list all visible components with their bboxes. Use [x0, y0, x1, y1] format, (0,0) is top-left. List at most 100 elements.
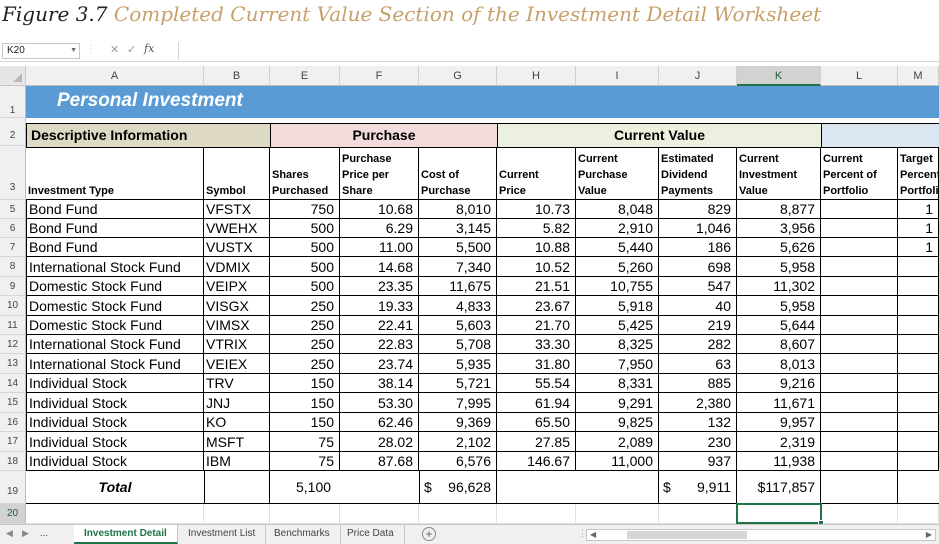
cell-cur-price[interactable]: 33.30: [497, 335, 576, 354]
cell-h20[interactable]: [497, 504, 576, 524]
cell-type[interactable]: Domestic Stock Fund: [26, 277, 204, 296]
cell-cur-price[interactable]: 21.70: [497, 316, 576, 335]
select-all-button[interactable]: [0, 66, 26, 86]
active-cell-k20[interactable]: [736, 503, 824, 526]
cell-cur-purchase[interactable]: 9,825: [576, 413, 659, 432]
name-box[interactable]: K20 ▼: [2, 43, 80, 59]
column-header-k[interactable]: K: [737, 66, 821, 86]
cell-symbol[interactable]: JNJ: [204, 393, 270, 413]
cell-target[interactable]: [898, 335, 939, 354]
cell-cost[interactable]: 8,010: [419, 200, 497, 219]
cell-cur-value[interactable]: 11,302: [737, 277, 821, 296]
cell-pct[interactable]: [821, 452, 898, 471]
cell-a20[interactable]: [26, 504, 204, 524]
cell-b20[interactable]: [204, 504, 270, 524]
cell-symbol[interactable]: TRV: [204, 374, 270, 393]
cell-symbol[interactable]: VDMIX: [204, 257, 270, 277]
cell-cur-price[interactable]: 146.67: [497, 452, 576, 471]
cell-cost[interactable]: 5,935: [419, 354, 497, 374]
cell-cost[interactable]: 5,500: [419, 238, 497, 257]
row-header-3[interactable]: 3: [0, 146, 26, 200]
cell-pct[interactable]: [821, 413, 898, 432]
column-header-f[interactable]: F: [340, 66, 419, 86]
group-header-portfolio[interactable]: [821, 123, 939, 148]
cell-target[interactable]: [898, 393, 939, 413]
cell-cur-value[interactable]: 5,958: [737, 257, 821, 277]
cell-shares[interactable]: 250: [270, 316, 340, 335]
cell-cur-value[interactable]: 2,319: [737, 432, 821, 452]
cell-symbol[interactable]: VFSTX: [204, 200, 270, 219]
row-header-6[interactable]: 6: [0, 219, 26, 238]
cell-type[interactable]: Domestic Stock Fund: [26, 316, 204, 335]
total-symbol-cell[interactable]: [204, 471, 270, 504]
cell-shares[interactable]: 500: [270, 238, 340, 257]
cell-target[interactable]: 1: [898, 200, 939, 219]
total-dividend[interactable]: $ 9,911: [659, 471, 737, 504]
cell-target[interactable]: 1: [898, 219, 939, 238]
cell-cur-purchase[interactable]: 5,260: [576, 257, 659, 277]
cell-pct[interactable]: [821, 335, 898, 354]
scroll-left-icon[interactable]: ◀: [590, 530, 597, 539]
group-header-purchase[interactable]: Purchase: [270, 123, 497, 148]
formula-input[interactable]: [178, 42, 937, 60]
cell-price[interactable]: 22.41: [340, 316, 419, 335]
cell-cur-value[interactable]: 8,607: [737, 335, 821, 354]
cell-symbol[interactable]: VIMSX: [204, 316, 270, 335]
cell-cur-purchase[interactable]: 8,331: [576, 374, 659, 393]
header-investment-type[interactable]: Investment Type: [26, 148, 204, 200]
cell-shares[interactable]: 250: [270, 354, 340, 374]
chevron-down-icon[interactable]: ▼: [70, 47, 77, 54]
cell-dividend[interactable]: 219: [659, 316, 737, 335]
row-header-16[interactable]: 16: [0, 413, 26, 432]
cell-i20[interactable]: [576, 504, 659, 524]
cell-cur-price[interactable]: 5.82: [497, 219, 576, 238]
cell-cur-price[interactable]: 21.51: [497, 277, 576, 296]
cell-dividend[interactable]: 885: [659, 374, 737, 393]
row-header-5[interactable]: 5: [0, 200, 26, 219]
row-header-20[interactable]: 20: [0, 504, 26, 524]
tab-investment-list[interactable]: Investment List: [178, 525, 267, 544]
tab-scroll-right-icon[interactable]: ▶: [22, 528, 29, 538]
cell-cur-value[interactable]: 11,938: [737, 452, 821, 471]
cell-cur-price[interactable]: 27.85: [497, 432, 576, 452]
cell-pct[interactable]: [821, 354, 898, 374]
header-target-percent[interactable]: Target Percent Portfolio: [898, 148, 939, 200]
cell-cur-purchase[interactable]: 8,325: [576, 335, 659, 354]
cell-type[interactable]: Bond Fund: [26, 238, 204, 257]
cell-cur-value[interactable]: 11,671: [737, 393, 821, 413]
cell-cur-purchase[interactable]: 5,440: [576, 238, 659, 257]
cell-type[interactable]: Domestic Stock Fund: [26, 296, 204, 316]
cell-symbol[interactable]: MSFT: [204, 432, 270, 452]
cell-target[interactable]: [898, 257, 939, 277]
cell-price[interactable]: 22.83: [340, 335, 419, 354]
cell-pct[interactable]: [821, 296, 898, 316]
cell-shares[interactable]: 150: [270, 413, 340, 432]
cell-pct[interactable]: [821, 238, 898, 257]
row-header-13[interactable]: 13: [0, 354, 26, 374]
cell-dividend[interactable]: 63: [659, 354, 737, 374]
total-empty-l[interactable]: [821, 471, 898, 504]
cell-target[interactable]: [898, 432, 939, 452]
cell-price[interactable]: 53.30: [340, 393, 419, 413]
cell-price[interactable]: 62.46: [340, 413, 419, 432]
row-header-14[interactable]: 14: [0, 374, 26, 393]
column-header-e[interactable]: E: [270, 66, 340, 86]
cell-pct[interactable]: [821, 277, 898, 296]
cell-cur-purchase[interactable]: 10,755: [576, 277, 659, 296]
cell-target[interactable]: [898, 452, 939, 471]
cell-shares[interactable]: 150: [270, 393, 340, 413]
column-header-h[interactable]: H: [497, 66, 576, 86]
cell-cur-value[interactable]: 8,013: [737, 354, 821, 374]
column-header-g[interactable]: G: [419, 66, 497, 86]
cell-target[interactable]: [898, 413, 939, 432]
cell-type[interactable]: Bond Fund: [26, 200, 204, 219]
cell-type[interactable]: Individual Stock: [26, 413, 204, 432]
sheet-title[interactable]: Personal Investment: [26, 86, 270, 118]
cell-m20[interactable]: [898, 504, 939, 524]
tab-scroll-left-icon[interactable]: ◀: [6, 528, 13, 538]
row-header-11[interactable]: 11: [0, 316, 26, 335]
header-purchase-price[interactable]: Purchase Price per Share: [340, 148, 419, 200]
cell-dividend[interactable]: 132: [659, 413, 737, 432]
splitter-icon[interactable]: ⋮: [578, 528, 587, 538]
tab-price-data[interactable]: Price Data: [337, 525, 405, 544]
